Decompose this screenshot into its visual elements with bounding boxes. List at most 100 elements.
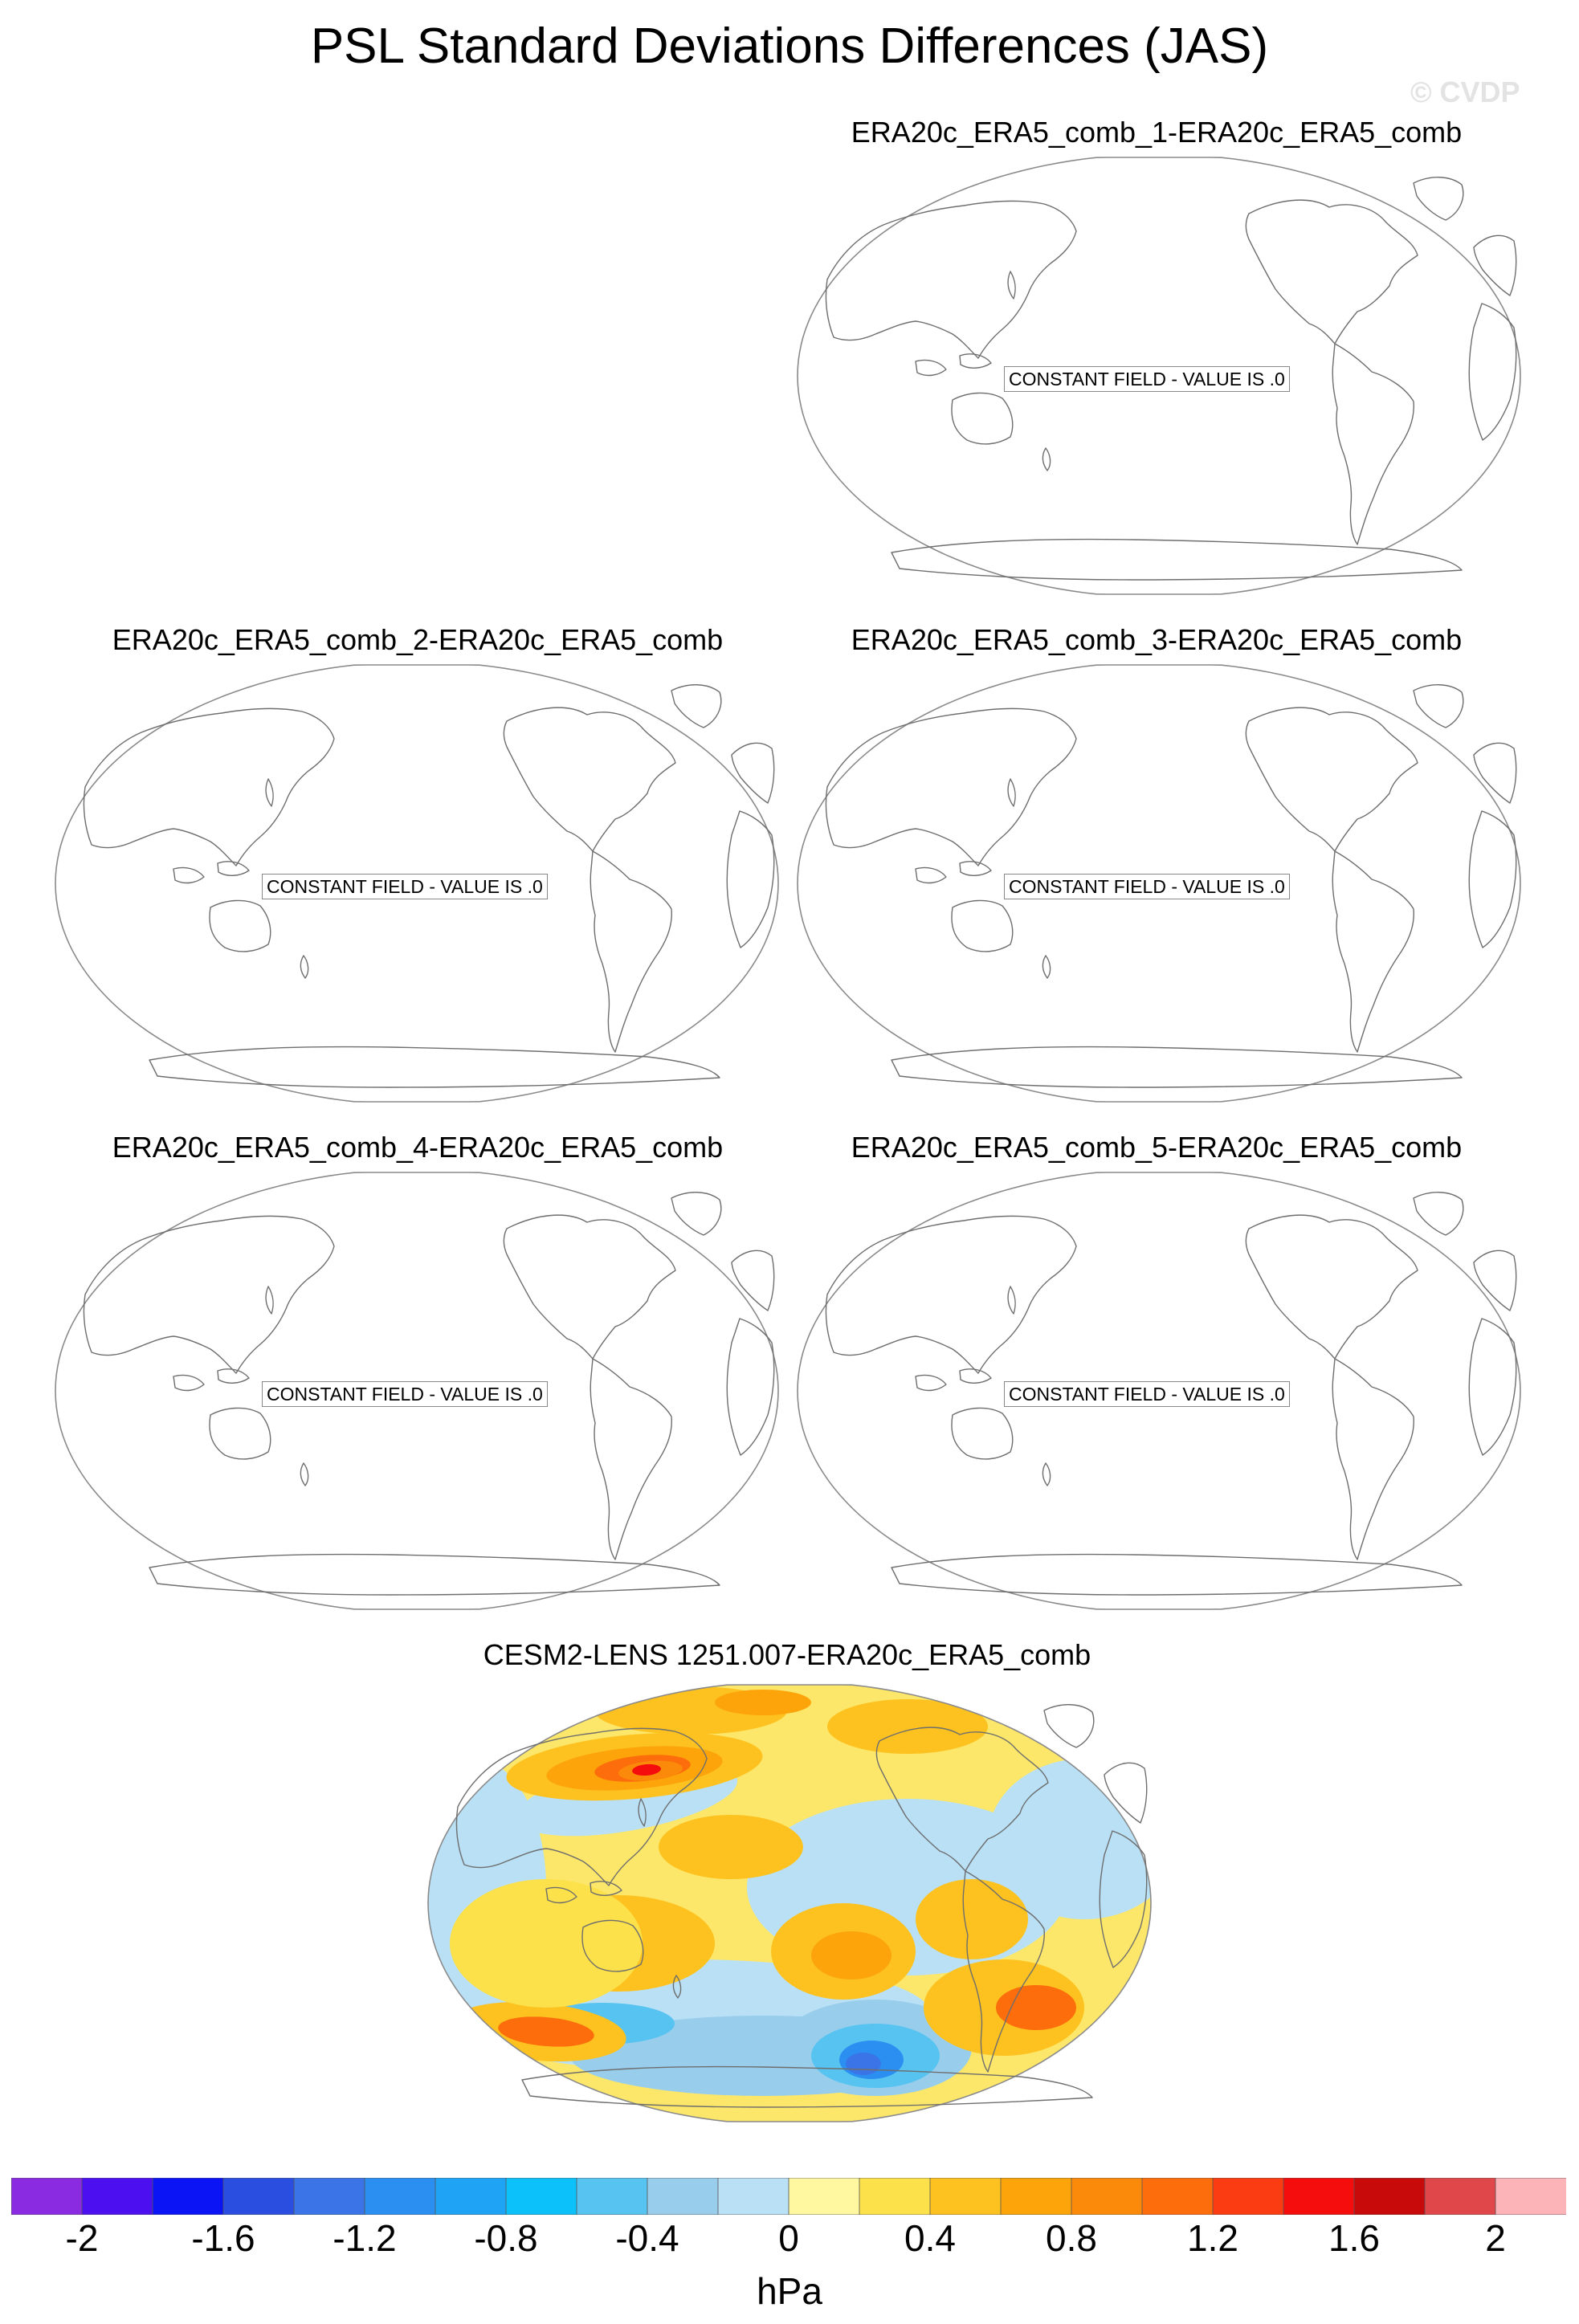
coastline-4 xyxy=(731,1250,775,1311)
map-panel-3 xyxy=(797,664,1521,1103)
colorbar-swatch-10 xyxy=(717,2178,790,2215)
coastline-11 xyxy=(891,1553,1463,1596)
map-panel-1 xyxy=(797,157,1521,595)
coastline-6 xyxy=(209,899,271,952)
field-contour-26 xyxy=(916,1879,1028,1959)
coastline-5 xyxy=(1468,810,1517,948)
figure-title: PSL Standard Deviations Differences (JAS… xyxy=(310,18,1269,74)
coastline-11 xyxy=(149,1046,720,1088)
coastline-3 xyxy=(83,707,335,866)
coastline-1 xyxy=(962,1870,1045,2073)
coastline-9 xyxy=(1007,778,1016,807)
coastlines xyxy=(797,1172,1521,1610)
colorbar-tick-label: -0.8 xyxy=(474,2217,538,2259)
constant-field-note-1: CONSTANT FIELD - VALUE IS .0 xyxy=(1004,366,1290,392)
colorbar-swatch-20 xyxy=(1424,2178,1496,2215)
coastline-6 xyxy=(951,899,1014,952)
colorbar-tick-label: -1.2 xyxy=(333,2217,397,2259)
coastline-5 xyxy=(1468,1318,1517,1456)
coastline-11 xyxy=(891,1046,1463,1088)
coastline-11 xyxy=(891,538,1463,581)
coastline-0 xyxy=(503,1214,676,1360)
coastline-11 xyxy=(521,2065,1093,2108)
coastline-2 xyxy=(671,684,722,728)
coastline-0 xyxy=(1245,1214,1418,1360)
colorbar-swatch-0 xyxy=(11,2178,83,2215)
coastline-8 xyxy=(590,1881,622,1896)
coastlines xyxy=(797,157,1521,595)
coastline-2 xyxy=(1413,684,1464,728)
colorbar-swatch-5 xyxy=(364,2178,436,2215)
coastline-0 xyxy=(875,1727,1049,1872)
coastline-8 xyxy=(959,1368,992,1384)
colorbar-tick-label: -0.4 xyxy=(615,2217,679,2259)
coastline-10 xyxy=(300,955,309,979)
coastline-7 xyxy=(915,1374,947,1392)
coastline-4 xyxy=(1473,234,1517,296)
psl-difference-field xyxy=(428,1685,1151,2122)
colorbar-swatch-3 xyxy=(222,2178,295,2215)
coastline-10 xyxy=(300,1462,309,1486)
coastline-5 xyxy=(1468,303,1517,441)
coastline-10 xyxy=(1042,955,1051,979)
coastline-1 xyxy=(590,850,672,1053)
colorbar-units: hPa xyxy=(757,2270,822,2312)
coastline-7 xyxy=(915,359,947,377)
colorbar-tick-label: 2 xyxy=(1485,2217,1506,2259)
field-contour-30 xyxy=(659,1815,803,1879)
colorbar-swatch-14 xyxy=(1000,2178,1072,2215)
colorbar-tick-label: -2 xyxy=(65,2217,99,2259)
coastline-4 xyxy=(1473,742,1517,804)
coastline-1 xyxy=(1332,1358,1414,1560)
colorbar-swatch-11 xyxy=(788,2178,860,2215)
coastline-9 xyxy=(265,1286,274,1315)
coastline-0 xyxy=(1245,707,1418,852)
coastline-3 xyxy=(825,200,1077,359)
constant-field-note-2: CONSTANT FIELD - VALUE IS .0 xyxy=(262,874,548,899)
colorbar-tick-label: 0 xyxy=(778,2217,799,2259)
colorbar-swatch-8 xyxy=(576,2178,648,2215)
coastline-10 xyxy=(1042,447,1051,471)
panel-title-3: ERA20c_ERA5_comb_3-ERA20c_ERA5_comb xyxy=(851,623,1463,656)
colorbar-swatch-18 xyxy=(1283,2178,1355,2215)
coastline-10 xyxy=(672,1975,682,1999)
colorbar-swatch-1 xyxy=(81,2178,153,2215)
coastline-1 xyxy=(1332,343,1414,545)
colorbar-swatch-2 xyxy=(152,2178,224,2215)
colorbar-tick-label: -1.6 xyxy=(191,2217,255,2259)
colorbar-swatch-17 xyxy=(1212,2178,1284,2215)
map-panel-5 xyxy=(797,1172,1521,1610)
globe-outline xyxy=(797,1172,1521,1610)
coastline-0 xyxy=(503,707,676,852)
panel-title-5: ERA20c_ERA5_comb_5-ERA20c_ERA5_comb xyxy=(851,1131,1463,1164)
coastline-7 xyxy=(173,866,205,884)
map-panel-2 xyxy=(55,664,779,1103)
globe-outline xyxy=(427,1684,1152,2122)
coastline-5 xyxy=(1099,1830,1148,1968)
cvdp-watermark: © CVDP xyxy=(1410,75,1520,108)
colorbar-swatch-19 xyxy=(1353,2178,1426,2215)
coastline-2 xyxy=(1413,1192,1464,1236)
constant-field-note-4: CONSTANT FIELD - VALUE IS .0 xyxy=(262,1381,548,1407)
coastlines xyxy=(427,1684,1152,2122)
coastline-6 xyxy=(581,1919,644,1972)
colorbar-swatch-4 xyxy=(293,2178,365,2215)
colorbar-tick-label: 1.6 xyxy=(1328,2217,1380,2259)
colorbar-swatch-12 xyxy=(859,2178,931,2215)
coastlines xyxy=(797,664,1521,1103)
coastline-8 xyxy=(217,1368,250,1384)
field-contour-10 xyxy=(846,2053,881,2075)
coastline-6 xyxy=(209,1407,271,1460)
coastline-2 xyxy=(1043,1704,1095,1748)
coastline-9 xyxy=(638,1798,647,1827)
coastlines xyxy=(55,664,779,1103)
globe-outline xyxy=(797,157,1521,595)
panel-title-6: CESM2-LENS 1251.007-ERA20c_ERA5_comb xyxy=(483,1638,1091,1671)
globe-outline xyxy=(55,664,779,1103)
map-panel-4 xyxy=(55,1172,779,1610)
colorbar-tick-label: 1.2 xyxy=(1187,2217,1238,2259)
coastline-1 xyxy=(590,1358,672,1560)
field-contour-29 xyxy=(827,1699,988,1754)
field-contour-23 xyxy=(996,1985,1076,2030)
coastline-4 xyxy=(731,742,775,804)
